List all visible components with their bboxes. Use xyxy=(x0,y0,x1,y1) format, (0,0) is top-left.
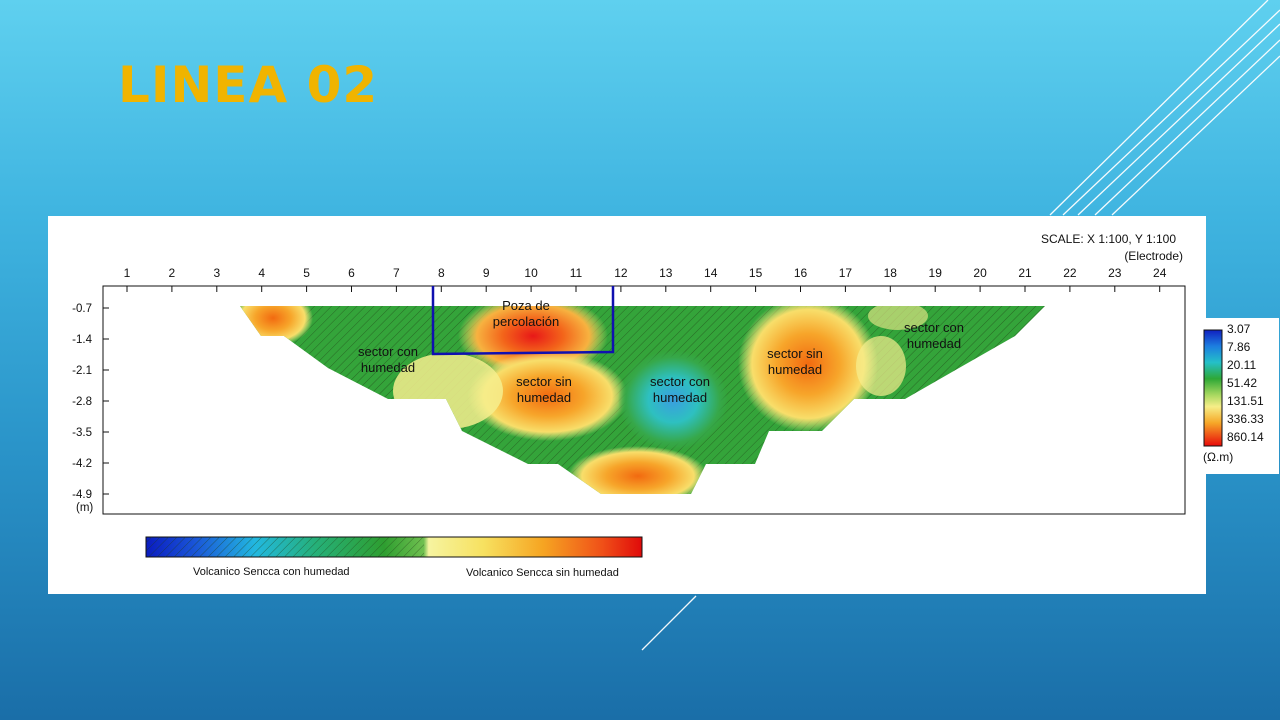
legend-value: 51.42 xyxy=(1227,376,1257,390)
electrode-tick-label: 15 xyxy=(749,266,763,280)
legend-value: 336.33 xyxy=(1227,412,1264,426)
legend-value: 3.07 xyxy=(1227,322,1251,336)
electrode-label: (Electrode) xyxy=(1124,249,1183,263)
annotation-a5: sector con humedad xyxy=(904,320,964,351)
scale-label: SCALE: X 1:100, Y 1:100 xyxy=(1041,232,1176,246)
electrode-tick-label: 20 xyxy=(973,266,987,280)
legend-value: 7.86 xyxy=(1227,340,1251,354)
electrode-tick-label: 3 xyxy=(213,266,220,280)
depth-tick-label: -2.8 xyxy=(72,396,92,408)
electrode-tick-label: 24 xyxy=(1153,266,1167,280)
electrode-tick-label: 11 xyxy=(570,266,583,280)
plot-frame xyxy=(102,285,1186,515)
depth-unit-label: (m) xyxy=(76,502,93,514)
depth-axis: -0.7 -1.4 -2.1 -2.8 -3.5 -4.2 -4.9 xyxy=(72,303,109,501)
resistivity-legend: 3.07 7.86 20.11 51.42 131.51 336.33 860.14 (Ω.… xyxy=(1198,318,1279,474)
electrode-tick-label: 16 xyxy=(794,266,808,280)
annotation-a3: sector con humedad xyxy=(650,374,710,405)
electrode-tick-label: 21 xyxy=(1018,266,1032,280)
legend-value: 860.14 xyxy=(1227,430,1264,444)
electrode-axis: 1 2 3 4 5 6 7 8 9 10 11 12 13 14 15 16 17 18 19 20 21 22 23 24 xyxy=(124,266,1167,292)
electrode-tick-label: 7 xyxy=(393,266,400,280)
electrode-tick-label: 5 xyxy=(303,266,310,280)
depth-tick-label: -4.2 xyxy=(72,458,92,470)
electrode-tick-label: 18 xyxy=(884,266,898,280)
legend-unit: (Ω.m) xyxy=(1203,450,1233,464)
legend-colorbar xyxy=(1203,329,1223,447)
annotation-a2: sector sin humedad xyxy=(516,374,572,405)
colorbar-label-left: Volcanico Sencca con humedad xyxy=(193,566,350,578)
electrode-tick-label: 22 xyxy=(1063,266,1077,280)
depth-tick-label: -2.1 xyxy=(72,365,92,377)
electrode-tick-label: 8 xyxy=(438,266,445,280)
slide-title: LINEA 02 xyxy=(118,56,379,114)
legend-value: 20.11 xyxy=(1227,358,1256,372)
electrode-tick-label: 19 xyxy=(929,266,943,280)
electrode-tick-label: 9 xyxy=(483,266,490,280)
section-annotations: Poza de percolación sector con humedad secto… xyxy=(358,298,964,405)
depth-tick-label: -0.7 xyxy=(72,303,92,315)
depth-tick-label: -4.9 xyxy=(72,489,92,501)
electrode-tick-label: 1 xyxy=(124,266,131,280)
electrode-tick-label: 10 xyxy=(524,266,538,280)
electrode-tick-label: 14 xyxy=(704,266,718,280)
depth-tick-label: -1.4 xyxy=(72,334,92,346)
electrode-tick-label: 23 xyxy=(1108,266,1122,280)
electrode-tick-label: 13 xyxy=(659,266,673,280)
electrode-tick-label: 6 xyxy=(348,266,355,280)
annotation-a4: sector sin humedad xyxy=(767,346,823,377)
legend-value: 131.51 xyxy=(1227,394,1264,408)
percolation-pit-outline xyxy=(431,286,615,356)
colorbar-label-right: Volcanico Sencca sin humedad xyxy=(466,567,619,579)
annotation-a1: sector con humedad xyxy=(358,344,418,375)
electrode-tick-label: 2 xyxy=(169,266,176,280)
electrode-tick-label: 17 xyxy=(839,266,853,280)
depth-tick-label: -3.5 xyxy=(72,427,92,439)
electrode-tick-label: 12 xyxy=(614,266,628,280)
annotation-poza: Poza de percolación xyxy=(493,298,560,329)
electrode-tick-label: 4 xyxy=(258,266,265,280)
